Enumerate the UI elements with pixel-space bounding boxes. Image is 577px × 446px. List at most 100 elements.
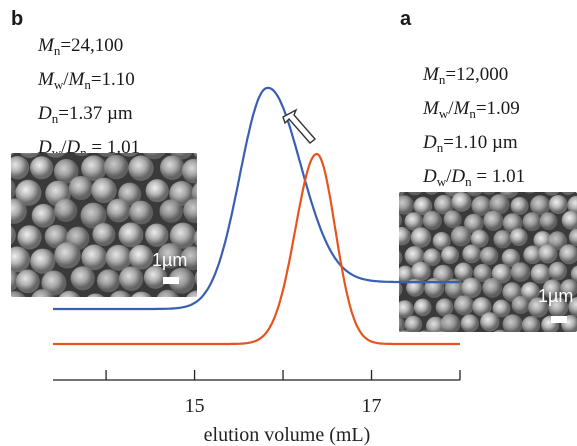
microsphere bbox=[404, 246, 425, 266]
microsphere bbox=[479, 246, 499, 266]
stat-subscript: w bbox=[53, 77, 64, 92]
microsphere bbox=[160, 155, 185, 180]
microsphere bbox=[493, 329, 507, 332]
microsphere bbox=[92, 223, 116, 246]
microsphere bbox=[434, 194, 454, 215]
microsphere bbox=[454, 262, 473, 281]
stat-operator: = bbox=[90, 69, 102, 90]
microsphere bbox=[145, 179, 169, 203]
microsphere bbox=[422, 210, 442, 231]
microsphere bbox=[483, 210, 504, 231]
microsphere bbox=[96, 269, 121, 293]
stat-line: Dn=1.37 µm bbox=[38, 99, 140, 133]
microsphere bbox=[399, 195, 414, 215]
shift-arrow bbox=[282, 108, 317, 144]
microsphere bbox=[118, 222, 144, 248]
microsphere bbox=[399, 213, 402, 227]
microsphere bbox=[128, 244, 154, 270]
scale-bar-label: 1µm bbox=[538, 286, 573, 306]
scale-bar-label: 1µm bbox=[152, 250, 187, 270]
microsphere bbox=[169, 181, 195, 206]
microsphere bbox=[560, 279, 577, 298]
microsphere bbox=[11, 156, 30, 180]
stat-line: Dw/Dn = 1.01 bbox=[423, 162, 525, 196]
stat-subscript: n bbox=[53, 43, 61, 58]
microsphere bbox=[157, 243, 183, 269]
stat-subscript: n bbox=[465, 174, 472, 189]
microsphere bbox=[399, 192, 405, 197]
microsphere bbox=[80, 202, 107, 229]
microsphere bbox=[105, 244, 132, 271]
stat-slash: / bbox=[63, 69, 69, 90]
microsphere bbox=[73, 153, 90, 156]
microsphere bbox=[522, 212, 542, 232]
microsphere bbox=[118, 182, 142, 206]
microsphere bbox=[466, 192, 483, 197]
microsphere bbox=[451, 192, 472, 212]
stats-panel-a: Mn=12,000 Mw/Mn=1.09 Dn=1.10 µm Dw/Dn = 1.0… bbox=[423, 60, 525, 196]
microsphere bbox=[432, 232, 451, 250]
stat-symbol: M bbox=[423, 64, 439, 85]
microsphere bbox=[491, 263, 512, 284]
microsphere bbox=[539, 212, 558, 230]
microsphere bbox=[460, 314, 479, 332]
stat-symbol: M bbox=[423, 98, 439, 119]
microsphere bbox=[464, 213, 484, 234]
microsphere bbox=[423, 248, 441, 266]
microsphere bbox=[41, 270, 67, 296]
stat-operator: = bbox=[86, 137, 107, 158]
microsphere bbox=[435, 298, 454, 317]
microsphere bbox=[559, 244, 577, 265]
microsphere bbox=[482, 192, 496, 195]
stat-subscript: n bbox=[84, 77, 91, 92]
microsphere bbox=[524, 192, 535, 194]
microsphere bbox=[443, 210, 462, 229]
stat-symbol: M bbox=[38, 35, 54, 56]
microsphere bbox=[70, 266, 95, 291]
microsphere bbox=[523, 245, 542, 265]
stat-value: 1.10 µm bbox=[453, 132, 518, 153]
microsphere bbox=[492, 299, 511, 318]
microsphere bbox=[19, 153, 40, 159]
microsphere bbox=[11, 225, 16, 245]
microsphere bbox=[142, 153, 166, 160]
microsphere bbox=[183, 198, 197, 223]
stat-subscript: n bbox=[469, 106, 476, 121]
microsphere bbox=[440, 314, 461, 332]
microsphere bbox=[399, 282, 403, 297]
microsphere bbox=[561, 192, 575, 195]
microsphere bbox=[413, 298, 432, 317]
microsphere bbox=[11, 291, 26, 297]
microsphere bbox=[156, 289, 179, 297]
microsphere bbox=[159, 199, 183, 223]
stat-value: 1.09 bbox=[486, 98, 520, 119]
microsphere bbox=[191, 182, 197, 204]
microsphere bbox=[399, 316, 405, 332]
microsphere bbox=[399, 330, 411, 332]
microsphere bbox=[542, 279, 563, 299]
microsphere bbox=[11, 179, 16, 200]
microsphere bbox=[399, 226, 411, 246]
stat-value: 1.10 bbox=[101, 69, 135, 90]
microsphere bbox=[482, 277, 503, 298]
stat-subscript: w bbox=[438, 106, 449, 121]
stat-slash: / bbox=[446, 166, 452, 187]
microsphere bbox=[181, 158, 197, 184]
microsphere bbox=[193, 230, 197, 248]
microsphere bbox=[502, 213, 523, 233]
scale-bar bbox=[551, 316, 567, 323]
microsphere bbox=[419, 330, 430, 332]
x-tick-label: 17 bbox=[362, 395, 382, 417]
microsphere bbox=[462, 244, 482, 264]
stat-slash: / bbox=[61, 137, 67, 158]
microsphere bbox=[528, 297, 549, 318]
stat-symbol: M bbox=[453, 98, 470, 119]
stat-operator: = bbox=[445, 64, 457, 85]
stat-value: 12,000 bbox=[456, 64, 509, 85]
microsphere bbox=[470, 229, 489, 248]
microsphere bbox=[407, 192, 423, 196]
microsphere bbox=[570, 265, 577, 283]
stat-value: 1.01 bbox=[491, 166, 526, 187]
microsphere bbox=[119, 153, 139, 157]
microsphere bbox=[91, 177, 117, 204]
